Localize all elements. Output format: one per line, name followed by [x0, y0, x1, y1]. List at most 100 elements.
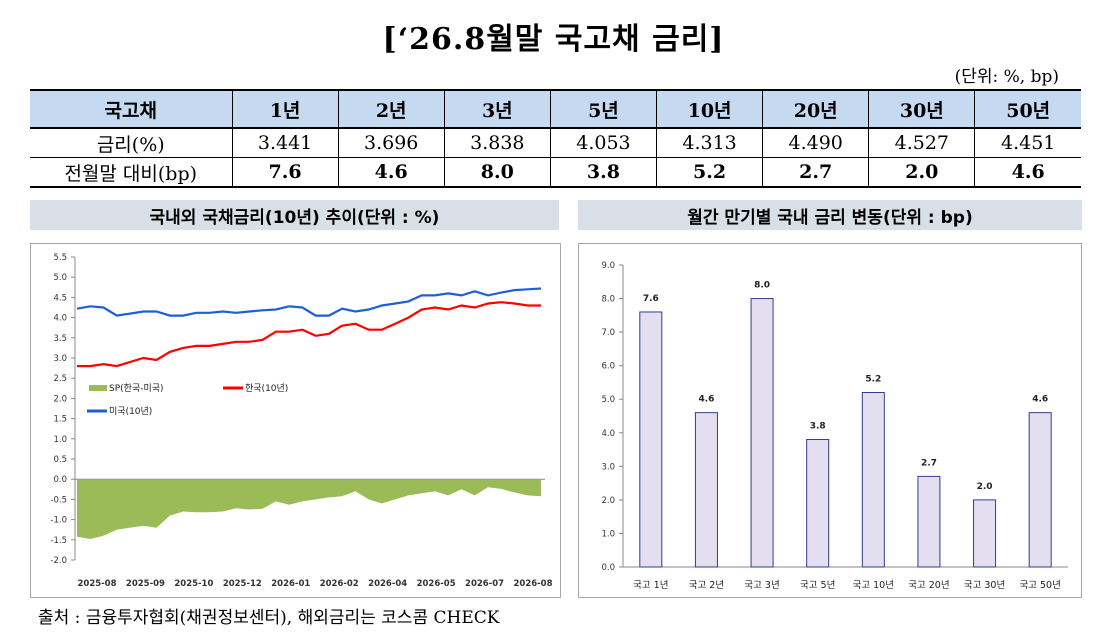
data-label: 5.2 — [865, 375, 881, 385]
x-tick-label: 2026-08 — [513, 579, 552, 589]
y-tick-label: 4.5 — [53, 293, 67, 303]
y-tick-label: 1.5 — [53, 415, 67, 425]
unit-note: (단위: %, bp) — [954, 67, 1059, 87]
y-tick-label: 3.0 — [53, 354, 67, 364]
table-cell: 3.8 — [549, 157, 657, 188]
data-label: 4.6 — [1032, 395, 1048, 405]
table-cell: 4.490 — [762, 128, 869, 158]
x-tick-label: 2025-08 — [77, 579, 116, 589]
x-tick-label: 국고 50년 — [1020, 580, 1061, 591]
y-tick-label: 2.0 — [601, 496, 615, 506]
bar — [639, 311, 663, 568]
y-tick-label: 7.0 — [601, 328, 615, 338]
bar — [973, 499, 997, 568]
bar — [917, 475, 941, 568]
table-cell: 4.527 — [868, 128, 975, 158]
bar — [861, 392, 885, 568]
y-tick-label: -2.0 — [50, 556, 67, 566]
left-panel-title: 국내외 국채금리(10년) 추이(단위 : %) — [30, 200, 559, 230]
y-tick-label: 0.0 — [53, 475, 67, 485]
x-tick-label: 2025-10 — [174, 579, 213, 589]
table-cell: 8.0 — [443, 157, 551, 188]
legend-swatch — [89, 385, 107, 391]
table-row: 전월말 대비(bp) 7.6 4.6 8.0 3.8 5.2 2.7 2.0 4… — [30, 157, 1081, 188]
x-tick-label: 2026-07 — [465, 579, 504, 589]
x-tick-label: 2025-09 — [126, 579, 165, 589]
y-tick-label: 5.5 — [53, 253, 67, 263]
monthly-change-chart: 9.0 8.0 7.0 6.0 5.0 4.0 3.0 2.0 1.0 0.0 7.6 국고 1년 4.… — [578, 243, 1082, 598]
table-cell: 전월말 대비(bp) — [30, 157, 232, 188]
data-label: 7.6 — [643, 294, 659, 304]
y-tick-label: 0.0 — [601, 563, 615, 573]
table-header: 50년 — [974, 89, 1081, 129]
table-cell: 3.696 — [337, 128, 445, 158]
table-cell: 5.2 — [655, 157, 763, 188]
table-cell: 4.313 — [655, 128, 763, 158]
x-tick-label: 국고 1년 — [633, 580, 668, 591]
table-cell: 4.053 — [549, 128, 657, 158]
y-tick-label: -1.0 — [50, 516, 67, 526]
series-line — [76, 287, 542, 317]
table-cell: 2.0 — [868, 157, 975, 188]
data-label: 8.0 — [754, 281, 770, 291]
table-header: 1년 — [231, 89, 339, 129]
x-tick-label: 국고 10년 — [853, 580, 894, 591]
table-header-row: 국고채 1년 2년 3년 5년 10년 20년 30년 50년 — [30, 89, 1081, 129]
y-tick-label: 2.5 — [53, 374, 67, 384]
table-header: 5년 — [549, 89, 657, 129]
table-cell: 금리(%) — [30, 128, 232, 158]
bar — [806, 438, 830, 568]
legend-label: 한국(10년) — [245, 383, 288, 394]
table-header: 20년 — [762, 89, 869, 129]
monthly-change-svg: 9.0 8.0 7.0 6.0 5.0 4.0 3.0 2.0 1.0 0.0 7.6 국고 1년 4.… — [601, 261, 1068, 591]
x-tick-label: 2025-12 — [223, 579, 262, 589]
y-tick-label: 0.5 — [53, 455, 67, 465]
rate-trend-chart: 5.5 5.0 4.5 4.0 3.5 3.0 2.5 2.0 1.5 1.0 0.5 0.0 -0.5… — [30, 243, 561, 598]
y-tick-label: 9.0 — [601, 261, 615, 271]
y-tick-label: 3.0 — [601, 462, 615, 472]
table-header: 3년 — [443, 89, 551, 129]
y-tick-label: -1.5 — [50, 536, 67, 546]
rate-table: 국고채 1년 2년 3년 5년 10년 20년 30년 50년 금리(%) 3.… — [30, 89, 1081, 188]
table-cell: 3.838 — [443, 128, 551, 158]
x-tick-label: 국고 3년 — [744, 580, 779, 591]
data-label: 4.6 — [698, 395, 714, 405]
table-header: 10년 — [655, 89, 763, 129]
table-cell: 4.6 — [337, 157, 445, 188]
y-tick-label: 3.5 — [53, 334, 67, 344]
data-label: 2.7 — [921, 458, 937, 468]
table-cell: 2.7 — [762, 157, 869, 188]
table-row: 금리(%) 3.441 3.696 3.838 4.053 4.313 4.49… — [30, 128, 1081, 158]
table-cell: 3.441 — [231, 128, 339, 158]
y-tick-label: 6.0 — [601, 362, 615, 372]
data-label: 3.8 — [810, 421, 826, 431]
legend-label: 미국(10년) — [109, 406, 152, 417]
y-tick-label: 5.0 — [53, 273, 67, 283]
table-header: 2년 — [337, 89, 445, 129]
x-tick-label: 2026-01 — [271, 579, 310, 589]
x-tick-label: 2026-04 — [368, 579, 407, 589]
data-label: 2.0 — [977, 482, 993, 492]
x-tick-label: 2026-02 — [320, 579, 359, 589]
y-tick-label: 1.0 — [601, 529, 615, 539]
series-line — [77, 301, 541, 368]
bar — [1028, 412, 1052, 568]
y-tick-label: 2.0 — [53, 394, 67, 404]
y-tick-label: 8.0 — [601, 295, 615, 305]
legend-label: SP(한국-미국) — [109, 383, 164, 394]
bar — [750, 298, 774, 568]
y-tick-label: 1.0 — [53, 435, 67, 445]
y-tick-label: 4.0 — [601, 429, 615, 439]
table-cell: 7.6 — [231, 157, 339, 188]
x-tick-label: 국고 20년 — [908, 580, 949, 591]
table-cell: 4.451 — [974, 128, 1081, 158]
y-tick-label: 5.0 — [601, 395, 615, 405]
y-tick-label: 4.0 — [53, 314, 67, 324]
x-tick-label: 국고 5년 — [800, 580, 835, 591]
spread-area — [77, 479, 541, 539]
page-title: [‘26.8월말 국고채 금리] — [382, 22, 725, 57]
bar — [694, 412, 718, 568]
x-tick-label: 2026-05 — [417, 579, 456, 589]
rate-trend-svg: 5.5 5.0 4.5 4.0 3.5 3.0 2.5 2.0 1.5 1.0 0.5 0.0 -0.5… — [50, 253, 552, 589]
x-tick-label: 국고 2년 — [689, 580, 724, 591]
